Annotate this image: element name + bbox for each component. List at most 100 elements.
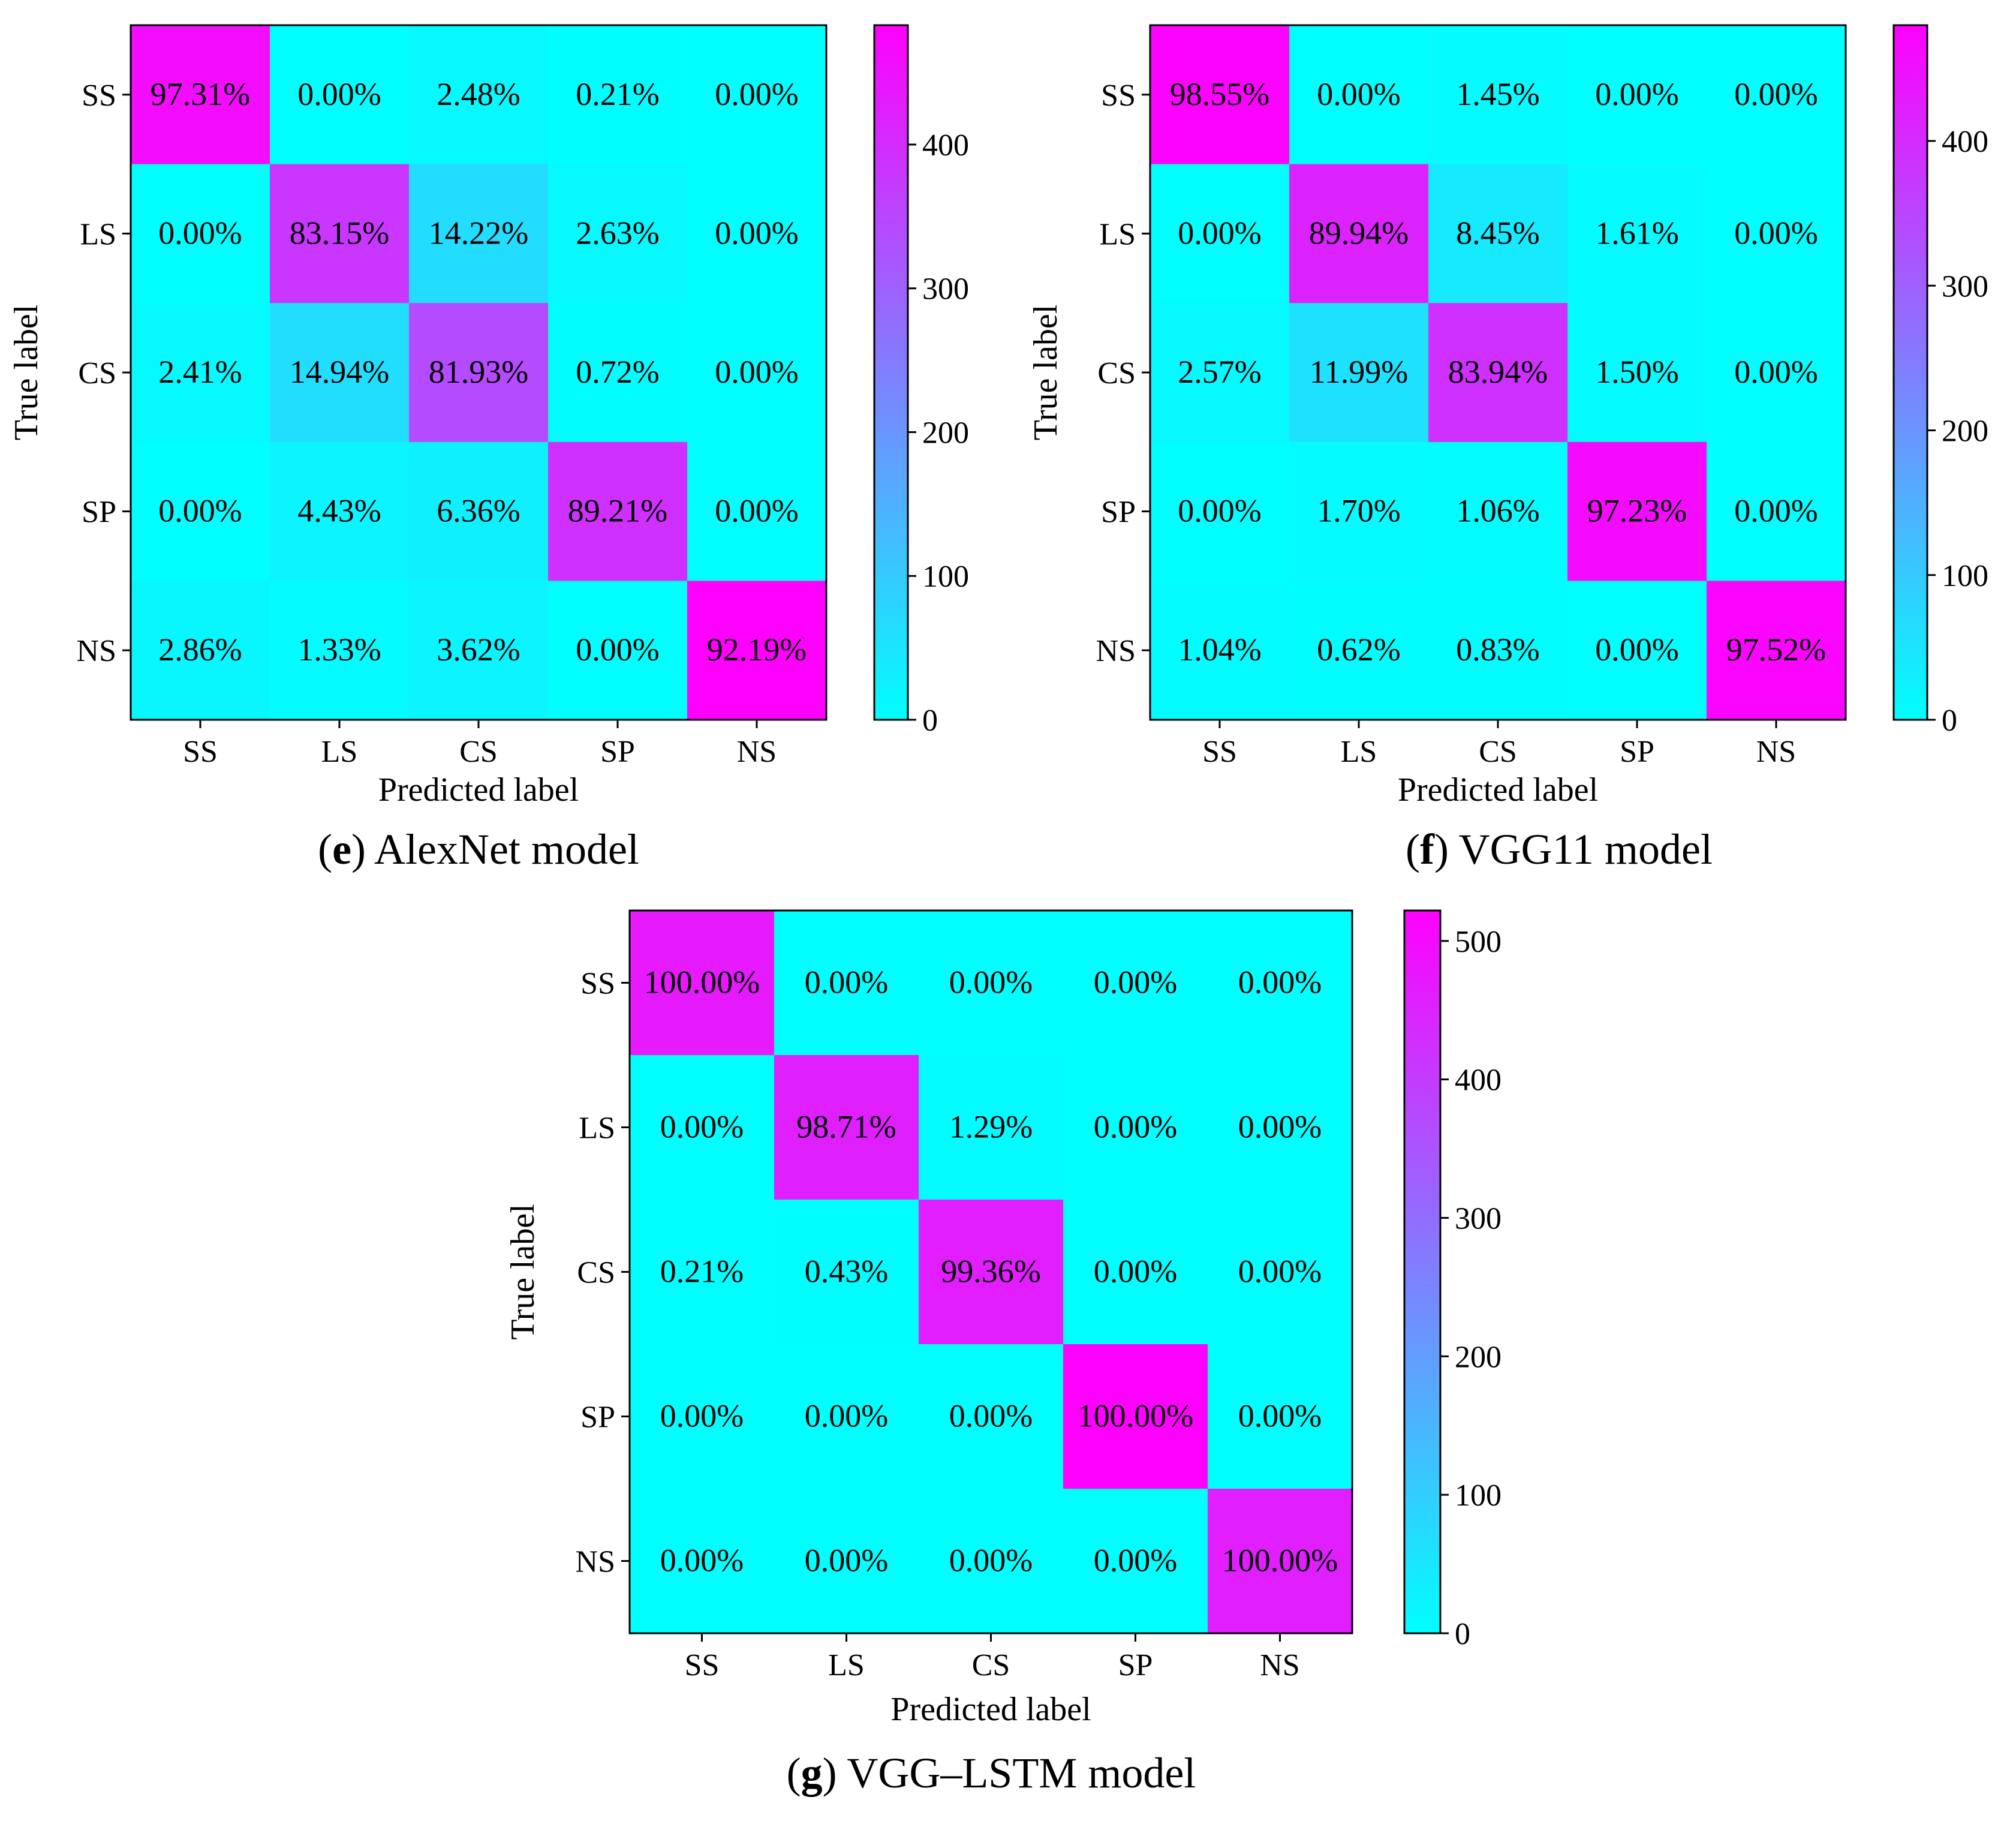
- heatmap-cell: [774, 1344, 919, 1489]
- x-axis-title: Predicted label: [1398, 771, 1598, 809]
- y-tick-label: SP: [1101, 495, 1136, 530]
- heatmap-cell: [1208, 1489, 1353, 1634]
- cell-value-label: 0.00%: [805, 1543, 888, 1579]
- heatmap-cell: [1289, 441, 1429, 581]
- cell-value-label: 0.00%: [1238, 1254, 1322, 1290]
- cell-value-label: 1.04%: [1178, 632, 1261, 668]
- x-tick-label: SP: [600, 735, 635, 769]
- heatmap-cell: [131, 303, 270, 443]
- cell-value-label: 92.19%: [707, 632, 807, 668]
- colorbar-tick-label: 300: [922, 272, 969, 306]
- y-axis-title: True label: [8, 305, 45, 441]
- heatmap-cell: [270, 581, 410, 720]
- cell-value-label: 98.71%: [796, 1109, 896, 1145]
- colorbar-tick-label: 200: [922, 416, 969, 450]
- cell-value-label: 83.94%: [1448, 354, 1548, 390]
- cell-value-label: 0.00%: [949, 1543, 1033, 1579]
- colorbar-tick-label: 200: [1455, 1340, 1502, 1374]
- y-axis-title: True label: [1027, 305, 1064, 441]
- cell-value-label: 0.00%: [660, 1543, 744, 1579]
- cell-value-label: 0.00%: [715, 76, 798, 112]
- y-tick-label: SS: [82, 79, 116, 113]
- cell-value-label: 0.43%: [805, 1254, 888, 1290]
- heatmap-cell: [1063, 1489, 1208, 1634]
- cell-value-label: 3.62%: [437, 632, 520, 668]
- y-tick-label: CS: [78, 356, 116, 390]
- heatmap-cell: [1567, 303, 1707, 443]
- cell-value-label: 0.00%: [1094, 1543, 1177, 1579]
- panel-vgg-lstm: 100.00% 0.00% 0.00% 0.00% 0.00% 0.00% 98.71% 1.…: [504, 909, 1502, 1797]
- cell-value-label: 14.94%: [290, 354, 389, 390]
- cell-value-label: 1.61%: [1595, 215, 1678, 251]
- colorbar-tick-label: 500: [1455, 925, 1502, 959]
- cell-value-label: 0.00%: [1734, 493, 1818, 529]
- x-tick-label: SS: [183, 735, 218, 769]
- panel-caption: (f) VGG11 model: [1406, 825, 1713, 873]
- cell-value-label: 0.00%: [1238, 1109, 1322, 1145]
- heatmap-cell: [1707, 303, 1846, 443]
- heatmap-cell: [1150, 303, 1290, 443]
- cell-value-label: 0.00%: [1094, 964, 1177, 1000]
- heatmap-cell: [774, 1200, 919, 1345]
- heatmap-cell: [1208, 910, 1353, 1056]
- heatmap-cell: [630, 1489, 775, 1634]
- heatmap-cell: [409, 303, 549, 443]
- heatmap-cell: [687, 441, 827, 581]
- colorbar-tick-label: 100: [922, 560, 969, 594]
- cell-value-label: 1.29%: [949, 1109, 1033, 1145]
- cell-value-label: 83.15%: [290, 215, 389, 251]
- cell-value-label: 0.00%: [576, 632, 659, 668]
- heatmap-cell: [1567, 581, 1707, 720]
- cell-value-label: 1.06%: [1456, 493, 1539, 529]
- cell-value-label: 98.55%: [1170, 76, 1269, 112]
- heatmap-cell: [409, 25, 549, 165]
- cell-value-label: 1.50%: [1595, 354, 1678, 390]
- cell-value-label: 0.00%: [1094, 1109, 1177, 1145]
- cell-value-label: 0.00%: [949, 1398, 1033, 1434]
- heatmap-cell: [1707, 581, 1846, 720]
- heatmap-cell: [548, 25, 688, 165]
- x-tick-label: LS: [321, 735, 358, 769]
- y-tick-label: NS: [576, 1545, 615, 1579]
- x-tick-label: NS: [1260, 1648, 1299, 1682]
- x-tick-label: SS: [1202, 735, 1237, 769]
- cell-value-label: 2.63%: [576, 215, 659, 251]
- cell-value-label: 97.23%: [1587, 493, 1687, 529]
- heatmap-cell: [687, 164, 827, 304]
- heatmap-cell: [1428, 303, 1568, 443]
- x-tick-label: SS: [685, 1648, 720, 1682]
- heatmap-cell: [1063, 910, 1208, 1056]
- heatmap-cell: [1428, 441, 1568, 581]
- cell-value-label: 1.70%: [1317, 493, 1400, 529]
- heatmap-cell: [1150, 25, 1290, 165]
- colorbar-tick-label: 400: [1455, 1063, 1502, 1098]
- heatmap-cell: [1208, 1055, 1353, 1200]
- heatmap-cell: [131, 164, 270, 304]
- cell-value-label: 11.99%: [1310, 354, 1408, 390]
- heatmap-cell: [1063, 1200, 1208, 1345]
- heatmap-cell: [409, 441, 549, 581]
- heatmap-cell: [774, 1055, 919, 1200]
- cell-value-label: 97.52%: [1726, 632, 1826, 668]
- cell-value-label: 100.00%: [1222, 1543, 1338, 1579]
- heatmap-cell: [1063, 1055, 1208, 1200]
- heatmap-cell: [1063, 1344, 1208, 1489]
- heatmap-cell: [919, 1200, 1064, 1345]
- cell-value-label: 0.00%: [715, 215, 798, 251]
- cell-value-label: 0.00%: [660, 1109, 744, 1145]
- cell-value-label: 0.00%: [297, 76, 381, 112]
- x-axis-title: Predicted label: [378, 771, 579, 809]
- heatmap-cell: [1289, 581, 1429, 720]
- cell-value-label: 97.31%: [151, 76, 250, 112]
- cell-value-label: 0.00%: [1178, 215, 1261, 251]
- colorbar-tick-label: 0: [1942, 704, 1957, 738]
- cell-value-label: 0.83%: [1456, 632, 1539, 668]
- heatmap-cell: [1150, 441, 1290, 581]
- heatmap-cell: [1208, 1344, 1353, 1489]
- y-tick-label: CS: [1097, 356, 1136, 390]
- cell-value-label: 14.22%: [429, 215, 528, 251]
- cell-value-label: 0.00%: [715, 493, 798, 529]
- cell-value-label: 0.00%: [1734, 354, 1818, 390]
- heatmap-cell: [270, 25, 410, 165]
- colorbar-tick-label: 0: [922, 704, 938, 738]
